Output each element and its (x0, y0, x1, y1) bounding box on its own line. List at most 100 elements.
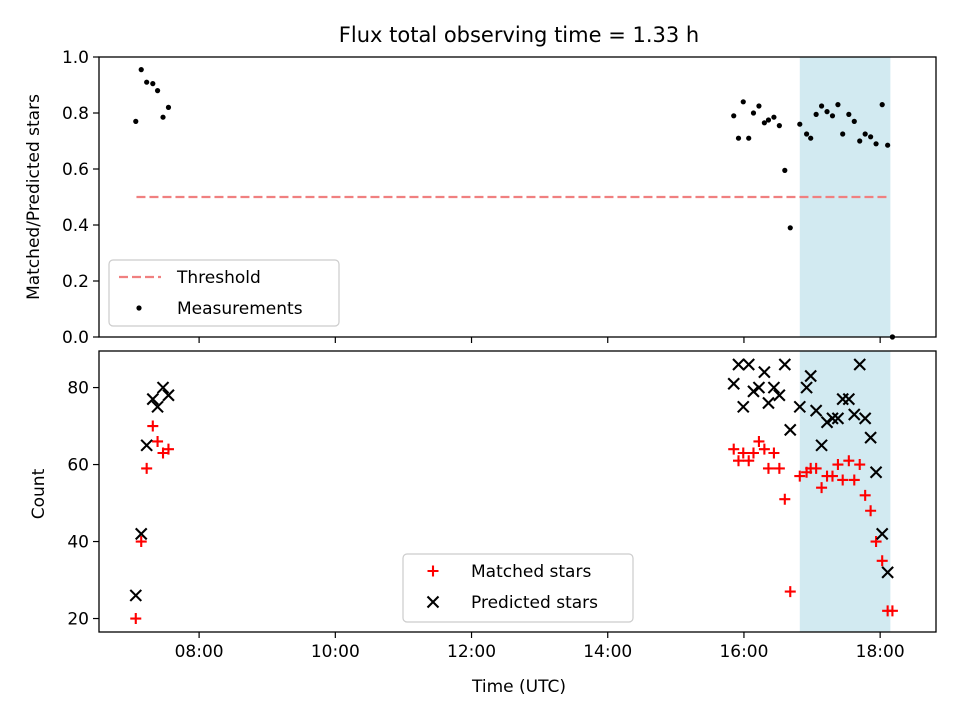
axes-frame (98, 350, 937, 633)
predicted-star-marker (881, 566, 894, 579)
matched-star-marker (843, 455, 855, 467)
matched-star-marker (152, 435, 164, 447)
y-tick-label: 80 (67, 379, 89, 399)
measurement-point (750, 110, 757, 116)
matched-star-marker (876, 555, 888, 567)
predicted-star-marker (732, 358, 745, 371)
predicted-star-marker (129, 589, 143, 602)
matched-star-marker (753, 435, 765, 447)
top-panel-ratio: 0.0 0.2 0.4 0.6 0.8 1.0 Threshold Measurements (62, 48, 937, 348)
predicted-star-marker (773, 389, 786, 402)
predicted-star-marker (758, 365, 771, 379)
bottom-y-axis-label: Count (29, 468, 49, 519)
predicted-star-marker (727, 377, 740, 390)
predicted-star-marker (826, 412, 839, 425)
measurement-point (756, 103, 762, 109)
measurement-point (813, 111, 819, 117)
matched-star-marker (848, 474, 860, 486)
measurement-point (885, 142, 891, 148)
predicted-star-marker (767, 381, 781, 394)
measurement-point (879, 102, 885, 108)
matched-star-marker (779, 493, 791, 505)
measurement-point (731, 113, 737, 119)
x-tick-label: 10:00 (311, 642, 360, 662)
y-tick-label: 1.0 (62, 48, 89, 68)
measurement-point (818, 103, 825, 109)
matched-star-marker (728, 443, 740, 455)
legend-x-handle (426, 595, 440, 609)
measurement-point (165, 104, 172, 110)
chart-title: Flux total observing time = 1.33 h (339, 23, 699, 47)
measurement-point (771, 114, 777, 120)
y-tick-label: 20 (67, 610, 89, 630)
matched-star-marker (826, 470, 838, 482)
measurement-point (862, 131, 868, 137)
predicted-star-marker (858, 412, 872, 425)
legend-label: Measurements (177, 299, 303, 319)
predicted-star-marker (151, 400, 164, 414)
predicted-star-marker (140, 439, 153, 452)
measurement-point (776, 123, 782, 129)
measurement-point (857, 138, 863, 144)
legend: Matched stars Predicted stars (402, 553, 634, 623)
y-tick-label: 60 (67, 456, 89, 476)
predicted-star-marker (831, 412, 845, 425)
predicted-star-marker (809, 404, 823, 417)
measurement-point (808, 135, 814, 141)
observing-window-band (799, 351, 891, 632)
matched-star-marker (810, 462, 822, 474)
matched-star-marker (732, 455, 744, 467)
predicted-star-marker (747, 385, 760, 398)
matched-star-marker (784, 586, 796, 598)
predicted-star-marker (864, 431, 877, 444)
predicted-star-marker (815, 439, 828, 452)
measurement-point (804, 131, 810, 137)
predicted-star-marker (156, 381, 170, 394)
predicted-star-marker (793, 400, 807, 414)
predicted-star-marker (778, 358, 792, 371)
matched-star-marker (162, 443, 174, 455)
predicted-star-marker (134, 527, 148, 541)
y-tick-label: 0.4 (62, 216, 89, 236)
matched-star-marker (141, 462, 153, 474)
matched-star-marker (794, 470, 806, 482)
legend-plus-handle (427, 565, 439, 577)
predicted-star-marker (784, 423, 797, 437)
matched-star-marker (768, 447, 780, 459)
matched-star-marker (832, 459, 844, 471)
matched-star-marker (870, 536, 882, 548)
x-tick-label: 18:00 (856, 642, 905, 662)
matched-star-marker (859, 489, 871, 501)
bottom-panel-counts: 20 40 60 80 08:00 10:00 12:00 14:00 16:00 18:00 Ma… (67, 350, 937, 662)
matched-star-marker (886, 605, 898, 617)
predicted-star-marker (853, 358, 866, 371)
predicted-star-marker (842, 392, 856, 406)
measurement-point (840, 131, 846, 137)
measurement-point (787, 225, 793, 231)
y-tick-label: 0.8 (62, 104, 89, 124)
x-tick-label: 08:00 (175, 642, 224, 662)
matched-star-marker (737, 447, 749, 459)
matched-star-marker (865, 505, 877, 517)
measurement-point (824, 109, 830, 115)
top-y-axis-label: Matched/Predicted stars (24, 94, 44, 300)
y-tick-label: 0.6 (62, 160, 89, 180)
y-tick-label: 0.0 (62, 328, 89, 348)
measurement-point (797, 121, 803, 127)
matched-star-marker (773, 462, 785, 474)
x-tick-label: 14:00 (583, 642, 632, 662)
x-tick-label: 12:00 (447, 642, 496, 662)
measurement-point (873, 141, 879, 147)
legend-label: Predicted stars (471, 593, 598, 613)
predicted-star-marker (875, 527, 889, 541)
predicted-star-marker (162, 389, 175, 402)
y-tick-label: 0.2 (62, 272, 89, 292)
predicted-star-marker (752, 381, 766, 394)
measurement-point (829, 113, 836, 119)
predicted-star-marker (146, 392, 160, 406)
measurement-point (735, 135, 742, 141)
matched-star-marker (147, 420, 159, 432)
legend-label: Threshold (176, 268, 261, 288)
